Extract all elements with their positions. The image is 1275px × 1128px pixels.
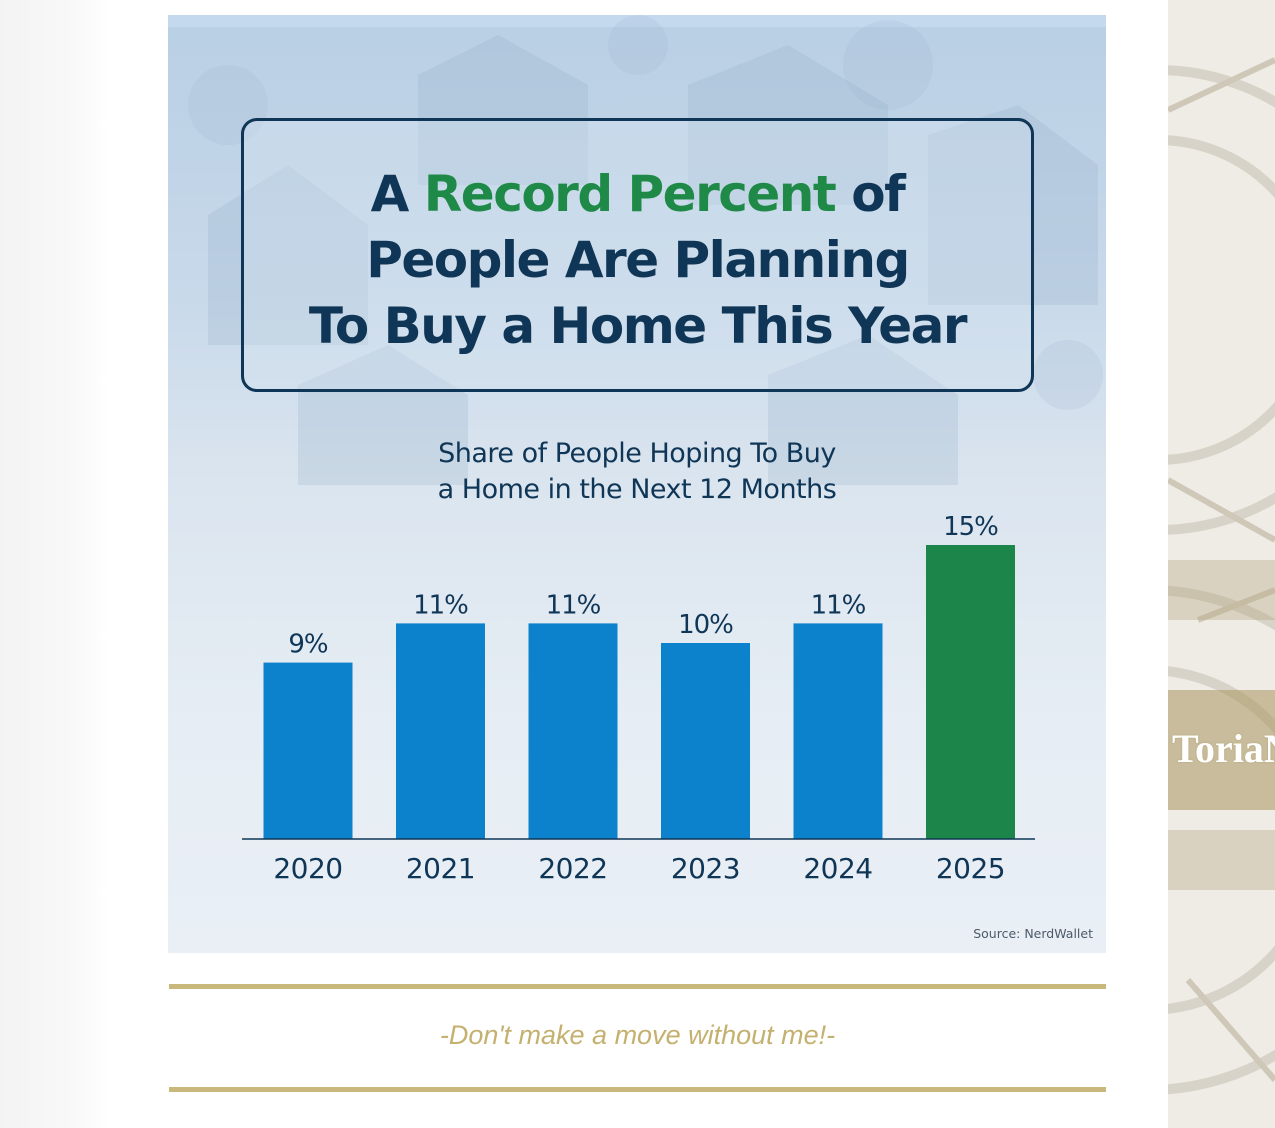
title-box: A Record Percent of People Are Planning … — [241, 118, 1034, 392]
title-line-1: A Record Percent of — [244, 165, 1031, 223]
chart-subtitle-line-2: a Home in the Next 12 Months — [437, 474, 837, 505]
bar-chart: 9% 2020 11% 2021 11% 2022 10% 2023 11% 2024 15% 202… — [242, 512, 1035, 885]
source-note: Source: NerdWallet — [973, 926, 1093, 941]
bar-2024 — [793, 623, 883, 839]
bar-value-label-2025: 15% — [943, 512, 998, 542]
title-line-3: To Buy a Home This Year — [308, 297, 968, 355]
bar-2021 — [396, 623, 485, 839]
bar-value-label-2020: 9% — [288, 630, 328, 660]
infographic: A Record Percent of People Are Planning … — [168, 15, 1106, 953]
tagline: -Don't make a move without me!- — [439, 1020, 836, 1050]
title-suffix: of — [835, 165, 906, 223]
x-tick-label-2022: 2022 — [538, 852, 607, 885]
side-decoration-text: ToriaN — [1172, 726, 1275, 771]
infographic-top-band — [168, 15, 1106, 27]
bar-2025 — [926, 545, 1015, 839]
x-tick-label-2023: 2023 — [671, 852, 740, 885]
bar-value-label-2022: 11% — [546, 590, 601, 620]
bar-value-label-2024: 11% — [811, 590, 866, 620]
title-line-2: People Are Planning — [366, 231, 910, 289]
divider-top — [169, 984, 1106, 989]
title-highlight: Record Percent — [423, 165, 837, 223]
x-tick-label-2025: 2025 — [936, 852, 1005, 885]
chart-subtitle-line-1: Share of People Hoping To Buy — [438, 438, 836, 469]
side-decoration: ToriaN — [1168, 0, 1275, 1128]
x-tick-label-2021: 2021 — [406, 852, 475, 885]
title-prefix: A — [370, 165, 424, 223]
bar-2023 — [661, 643, 750, 839]
left-background — [0, 0, 108, 1128]
x-tick-label-2024: 2024 — [803, 852, 872, 885]
bar-value-label-2021: 11% — [413, 590, 468, 620]
bar-2022 — [528, 623, 618, 839]
divider-bottom — [169, 1087, 1106, 1092]
bar-2020 — [263, 662, 353, 839]
background-houses-image — [188, 15, 1103, 485]
bar-value-label-2023: 10% — [678, 610, 733, 640]
x-tick-label-2020: 2020 — [273, 852, 342, 885]
ornamental-clock-image — [1168, 57, 1275, 1095]
